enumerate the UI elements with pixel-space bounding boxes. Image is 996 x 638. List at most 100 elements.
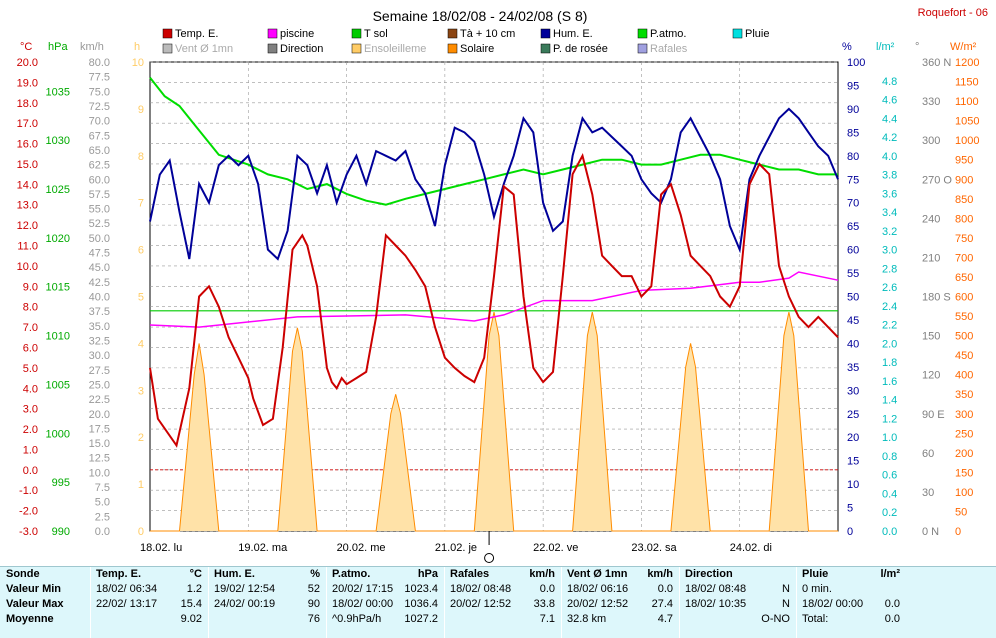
chart-title: Semaine 18/02/08 - 24/02/08 (S 8) — [373, 8, 588, 24]
stats-row: ^0.9hPa/h 1027.2 — [332, 612, 442, 627]
solar-axis-tick: 0 — [955, 526, 961, 538]
stats-column: Rafales km/h 18/02/ 08:48 0.0 20/02/ 12:52 33… — [450, 567, 559, 638]
stats-cell-value: 27.4 — [651, 598, 673, 610]
wind-axis-tick: 35.0 — [89, 321, 110, 333]
stats-header-unit: km/h — [529, 568, 555, 580]
stats-cell-label: Total: — [802, 613, 829, 625]
stats-row: 32.8 km 4.7 — [567, 612, 677, 627]
temp-axis-tick: 2.0 — [23, 424, 38, 436]
series-hum-e- — [149, 107, 839, 261]
wind-axis-tick: 75.0 — [89, 86, 110, 98]
stats-row: Total: 0.0 — [802, 612, 904, 627]
stats-separator — [796, 567, 797, 638]
stats-header-unit: % — [310, 568, 320, 580]
wind-axis-tick: 27.5 — [89, 365, 110, 377]
temp-axis-tick: -3.0 — [19, 526, 38, 538]
weather-chart: Semaine 18/02/08 - 24/02/08 (S 8) Roquefo… — [17, 7, 988, 563]
stats-cell-label: 18/02/ 00:00 — [332, 598, 394, 610]
rain-axis-tick: 0.4 — [882, 488, 897, 500]
legend-label: T sol — [364, 28, 388, 40]
direction-axis-unit: ° — [915, 41, 919, 53]
temp-axis-tick: 8.0 — [23, 302, 38, 314]
stats-cell-label: 24/02/ 00:19 — [214, 598, 276, 610]
humidity-axis-tick: 25 — [847, 409, 859, 421]
temp-axis-tick: 16.0 — [17, 139, 38, 151]
rain-axis-tick: 2.6 — [882, 282, 897, 294]
stats-row: 20/02/ 12:52 27.4 — [567, 597, 677, 612]
sun-axis-tick: 8 — [138, 151, 144, 163]
stats-row: Valeur Max — [6, 597, 88, 612]
stats-cell-label: 18/02/ 10:35 — [685, 598, 747, 610]
temp-axis-tick: 10.0 — [17, 261, 38, 273]
sun-axis-tick: 4 — [138, 338, 144, 350]
stats-separator — [561, 567, 562, 638]
humidity-axis-tick: 5 — [847, 503, 853, 515]
solar-axis-tick: 250 — [955, 428, 973, 440]
legend-swatch — [637, 43, 648, 54]
stats-cell-label: 22/02/ 13:17 — [96, 598, 158, 610]
wind-axis-tick: 52.5 — [89, 218, 110, 230]
direction-axis-tick: 330 — [922, 96, 940, 108]
rain-axis-tick: 2.2 — [882, 320, 897, 332]
temp-axis-tick: 20.0 — [17, 57, 38, 69]
legend-swatch — [540, 43, 551, 54]
solar-axis-tick: 600 — [955, 292, 973, 304]
legend-swatch — [732, 28, 743, 39]
rain-axis-tick: 0.6 — [882, 470, 897, 482]
stats-header: Pluie l/m² — [802, 567, 904, 582]
humidity-axis-tick: 100 — [847, 57, 865, 69]
temp-axis-tick: 9.0 — [23, 281, 38, 293]
rain-axis-tick: 3.6 — [882, 188, 897, 200]
solar-axis-tick: 1200 — [955, 57, 979, 69]
stats-header-label: Rafales — [450, 568, 490, 580]
rain-axis-tick: 1.4 — [882, 395, 897, 407]
stats-row: 7.1 — [450, 612, 559, 627]
pressure-axis-tick: 1020 — [46, 233, 70, 245]
wind-axis-tick: 0.0 — [95, 526, 110, 538]
rain-axis-tick: 3.2 — [882, 226, 897, 238]
legend-label: Ensoleilleme — [364, 43, 426, 55]
sun-axis-tick: 7 — [138, 198, 144, 210]
pressure-axis-tick: 1035 — [46, 86, 70, 98]
stats-row: 18/02/ 10:35 N — [685, 597, 794, 612]
stats-cell-label: ^0.9hPa/h — [332, 613, 382, 625]
stats-cell-value: N — [782, 598, 790, 610]
wind-axis-tick: 30.0 — [89, 350, 110, 362]
stats-cell-value: 1.2 — [186, 583, 202, 595]
stats-cell-label: 20/02/ 12:52 — [450, 598, 512, 610]
stats-cell-value: N — [782, 583, 790, 595]
temp-axis-unit: °C — [20, 41, 32, 53]
stats-header-label: Vent Ø 1mn — [567, 568, 628, 580]
wind-axis-tick: 10.0 — [89, 467, 110, 479]
day-label: 24.02. di — [730, 542, 772, 554]
legend-label: Rafales — [650, 43, 688, 55]
temp-axis-tick: 13.0 — [17, 200, 38, 212]
stats-cell-label: Moyenne — [6, 613, 54, 625]
rain-axis-tick: 0.2 — [882, 507, 897, 519]
rain-axis-tick: 1.2 — [882, 413, 897, 425]
stats-cell-value: 0.0 — [657, 583, 673, 595]
temp-axis-tick: 1.0 — [23, 444, 38, 456]
wind-axis-tick: 20.0 — [89, 409, 110, 421]
stats-header: P.atmo. hPa — [332, 567, 442, 582]
stats-cell-label: 18/02/ 08:48 — [685, 583, 747, 595]
legend-label: Temp. E. — [175, 28, 218, 40]
stats-header: Hum. E.% — [214, 567, 324, 582]
sun-axis-tick: 9 — [138, 104, 144, 116]
direction-axis-tick: 150 — [922, 331, 940, 343]
solar-axis-tick: 900 — [955, 174, 973, 186]
wind-axis-tick: 67.5 — [89, 130, 110, 142]
stats-cell-value: 1023.4 — [404, 583, 438, 595]
stats-row: 18/02/ 06:16 0.0 — [567, 582, 677, 597]
wind-axis-tick: 32.5 — [89, 335, 110, 347]
temp-axis-tick: -1.0 — [19, 485, 38, 497]
legend-label: Hum. E. — [553, 28, 593, 40]
pressure-axis-tick: 1010 — [46, 331, 70, 343]
stats-cell-label: 20/02/ 17:15 — [332, 583, 394, 595]
stats-row: Valeur Min — [6, 582, 88, 597]
wind-axis-tick: 47.5 — [89, 248, 110, 260]
stats-header: Direction — [685, 567, 794, 582]
direction-axis-tick: 210 — [922, 252, 940, 264]
solar-axis-tick: 1100 — [955, 96, 979, 108]
stats-cell-value: O-NO — [761, 613, 790, 625]
